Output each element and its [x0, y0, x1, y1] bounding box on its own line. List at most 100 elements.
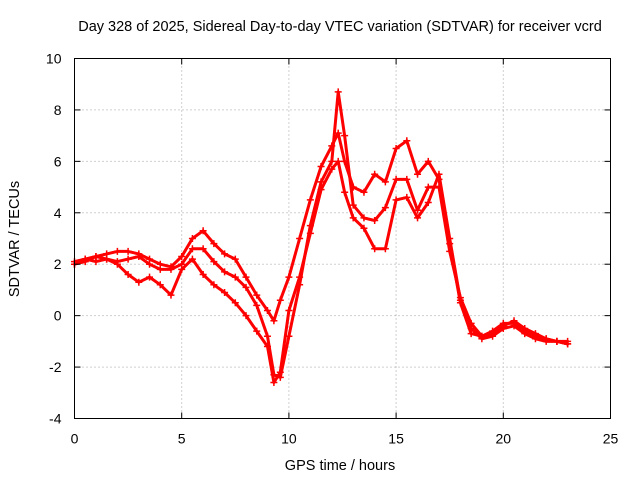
x-axis-label: GPS time / hours: [285, 458, 395, 474]
data-point: [371, 245, 379, 253]
data-point: [210, 240, 218, 248]
data-point: [349, 201, 357, 209]
data-point: [221, 250, 229, 258]
data-point: [424, 157, 432, 165]
x-tick-label: 10: [281, 431, 297, 447]
data-point: [414, 206, 422, 214]
data-point: [334, 157, 342, 165]
data-point: [306, 229, 314, 237]
data-point: [210, 258, 218, 266]
y-tick-label: -2: [49, 359, 62, 375]
data-point: [446, 235, 454, 242]
data-point: [360, 224, 368, 232]
data-point: [263, 332, 271, 340]
data-point: [317, 186, 325, 194]
data-point: [424, 199, 432, 206]
data-point: [392, 145, 400, 152]
data-point: [403, 175, 411, 183]
data-point: [210, 281, 218, 289]
data-point: [221, 268, 229, 276]
data-point: [381, 178, 389, 186]
y-tick-label: 0: [54, 308, 62, 324]
y-tick-label: 10: [46, 51, 62, 67]
data-point: [328, 157, 336, 165]
data-point: [242, 273, 250, 281]
data-point: [263, 307, 271, 314]
data-point: [531, 335, 539, 343]
data-point: [360, 188, 368, 196]
data-point: [221, 289, 229, 296]
data-point: [188, 255, 196, 263]
y-tick-label: -4: [49, 411, 62, 427]
y-tick-label: 8: [54, 102, 62, 118]
data-point: [296, 235, 304, 242]
data-point: [81, 255, 89, 263]
data-point: [276, 296, 284, 304]
data-point: [263, 343, 271, 350]
data-point: [276, 368, 284, 376]
data-point: [270, 317, 278, 325]
data-point: [146, 273, 154, 281]
chart-title: Day 328 of 2025, Sidereal Day-to-day VTE…: [78, 19, 602, 35]
series-line: [73, 159, 570, 384]
data-point: [253, 327, 261, 335]
data-point: [489, 332, 497, 340]
data-point: [296, 273, 304, 281]
data-point: [188, 245, 196, 253]
data-point: [242, 312, 250, 320]
y-tick-label: 6: [54, 153, 62, 169]
data-point: [414, 214, 422, 222]
x-tick-label: 5: [178, 431, 186, 447]
data-point: [135, 253, 143, 260]
data-point: [231, 299, 239, 307]
data-point: [424, 183, 432, 191]
data-point: [564, 340, 572, 348]
data-point: [285, 273, 293, 281]
data-point: [392, 196, 400, 204]
data-point: [414, 170, 422, 178]
data-point: [92, 258, 100, 266]
data-point: [113, 260, 121, 268]
x-tick-label: 0: [71, 431, 79, 447]
data-point: [381, 245, 389, 253]
data-point: [156, 265, 164, 273]
data-point: [167, 291, 175, 299]
data-point: [478, 335, 486, 343]
data-point: [328, 165, 336, 173]
data-point: [360, 214, 368, 222]
data-point: [371, 170, 379, 178]
x-tick-label: 25: [603, 431, 619, 447]
data-point: [381, 204, 389, 212]
data-point: [456, 296, 464, 304]
series-trace-3: [71, 157, 572, 386]
data-point: [371, 217, 379, 224]
series-trace-2: [71, 88, 572, 381]
x-tick-label: 15: [388, 431, 404, 447]
data-point: [178, 265, 186, 273]
data-point: [113, 247, 121, 255]
data-point: [167, 265, 175, 273]
data-point: [231, 273, 239, 281]
data-point: [499, 325, 507, 332]
data-point: [435, 170, 443, 178]
y-tick-label: 4: [54, 205, 62, 221]
data-layer: [71, 88, 572, 386]
data-point: [199, 271, 207, 278]
data-point: [135, 278, 143, 286]
data-point: [521, 330, 529, 338]
data-point: [341, 132, 349, 140]
data-point: [242, 283, 250, 291]
y-tick-label: 2: [54, 256, 62, 272]
data-point: [392, 175, 400, 183]
data-point: [285, 307, 293, 314]
data-point: [231, 255, 239, 263]
data-point: [317, 163, 325, 170]
data-point: [270, 379, 278, 386]
data-point: [156, 281, 164, 289]
data-point: [553, 337, 561, 345]
data-point: [188, 235, 196, 242]
data-point: [306, 196, 314, 204]
data-point: [253, 301, 261, 309]
data-point: [199, 227, 207, 235]
